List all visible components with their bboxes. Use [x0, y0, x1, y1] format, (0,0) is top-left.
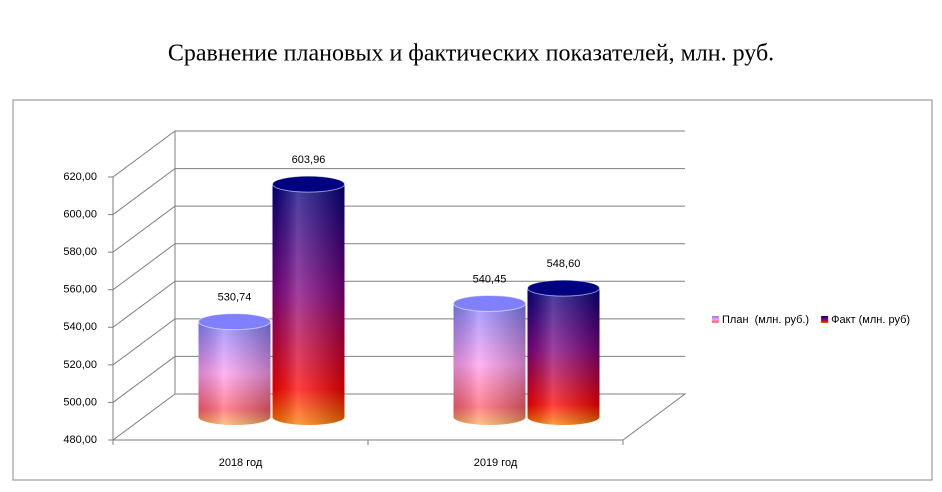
cylinder-shade — [453, 303, 526, 425]
y-tick-label: 540,00 — [63, 321, 97, 333]
cylinder-shade — [198, 321, 271, 425]
cylinder-shade — [527, 288, 600, 425]
grid-line — [112, 130, 685, 178]
floor — [112, 393, 687, 441]
y-tick-label: 600,00 — [63, 208, 97, 220]
plot-frame — [12, 99, 933, 481]
grid-line — [112, 243, 685, 291]
legend-swatch — [712, 316, 719, 323]
chart-title: Сравнение плановых и фактических показат… — [168, 41, 774, 67]
y-tick-label: 500,00 — [63, 396, 97, 408]
y-tick-label: 580,00 — [63, 246, 97, 258]
cylinder-shade — [272, 184, 345, 425]
value-label: 540,45 — [473, 273, 507, 285]
legend-label: Факт (млн. руб) — [831, 314, 910, 326]
value-label: 548,60 — [547, 258, 581, 270]
y-tick-label: 620,00 — [63, 171, 97, 183]
x-tick-label: 2019 год — [474, 457, 518, 469]
value-label: 603,96 — [292, 154, 326, 166]
value-label: 530,74 — [218, 292, 252, 304]
y-tick-label: 520,00 — [63, 359, 97, 371]
y-tick-label: 480,00 — [63, 434, 97, 446]
legend-label: План (млн. руб.) — [722, 314, 809, 326]
cylinder-top — [527, 279, 600, 297]
legend-swatch — [821, 316, 829, 323]
x-tick-label: 2018 год — [219, 457, 263, 469]
grid-line — [112, 205, 685, 253]
cylinder-top — [453, 294, 526, 312]
grid-line — [112, 168, 685, 215]
y-tick-label: 560,00 — [63, 284, 97, 296]
cylinder-top — [198, 313, 271, 331]
cylinder-top — [272, 175, 345, 193]
grid-line — [112, 280, 685, 328]
